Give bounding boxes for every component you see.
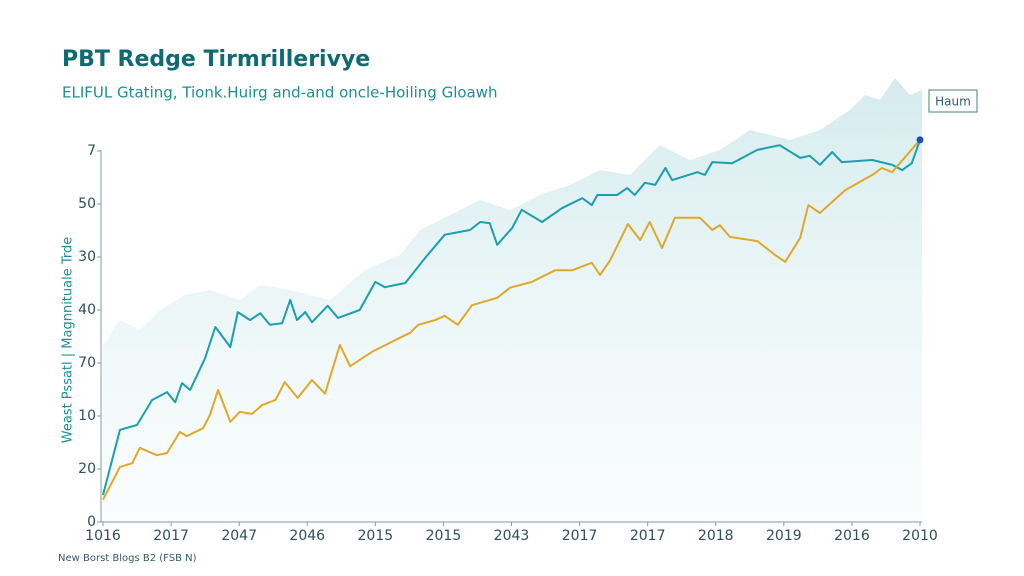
y-tick-label: 7 (87, 143, 96, 159)
x-tick-label: 2010 (902, 528, 938, 544)
y-tick-label: 10 (78, 408, 96, 424)
legend-box (928, 89, 978, 113)
y-tick-label: 30 (78, 249, 96, 265)
legend-label: Haum (935, 95, 971, 109)
x-tick-label: 2018 (698, 528, 734, 544)
y-tick-label: 50 (78, 196, 96, 212)
x-tick-label: 2015 (358, 528, 394, 544)
x-tick-label: 2043 (494, 528, 530, 544)
chart-title: PBT Redge Tirmrillerivye (62, 47, 370, 72)
x-tick-label: 1016 (85, 528, 121, 544)
y-tick-label: 20 (78, 461, 96, 477)
x-tick-label: 2046 (289, 528, 325, 544)
y-axis-label: Weast Pssatl | Magnnituale Trde (61, 237, 76, 444)
series-line (102, 139, 921, 496)
footer: New Borst Blogs B2 (FSB N) (58, 553, 197, 564)
series-line (102, 139, 921, 501)
x-tick-label: 2019 (766, 528, 802, 544)
x-tick-label: 2017 (562, 528, 598, 544)
background-area (103, 78, 922, 522)
y-tick-label: 0 (87, 514, 96, 530)
x-tick-label: 2047 (221, 528, 257, 544)
y-tick-label: 40 (78, 302, 96, 318)
x-tick-label: 2017 (153, 528, 189, 544)
x-tick-label: 2015 (426, 528, 462, 544)
x-tick-label: 2017 (630, 528, 666, 544)
end-point (916, 136, 924, 144)
x-tick-label: 2016 (834, 528, 870, 544)
y-tick-label: 70 (78, 355, 96, 371)
chart-subtitle: ELIFUL Gtating, Tionk.Huirg and-and oncl… (62, 84, 498, 102)
